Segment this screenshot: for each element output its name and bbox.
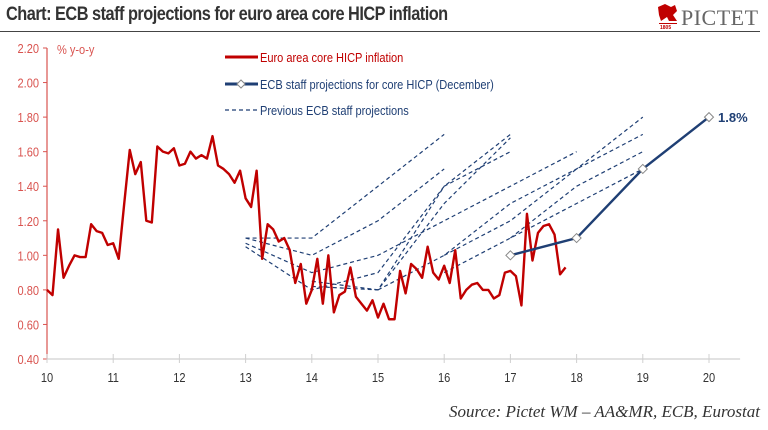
x-tick-label: 18 [570, 370, 583, 385]
previous-projection-line [311, 137, 511, 291]
y-tick-label: 2.20 [18, 41, 40, 56]
previous-projection-line [245, 151, 577, 274]
legend-label: Euro area core HICP inflation [260, 50, 403, 65]
y-tick-label: 1.60 [18, 145, 40, 160]
y-tick-label: 1.80 [18, 110, 40, 125]
source-note: Source: Pictet WM – AA&MR, ECB, Eurostat [449, 402, 760, 421]
legend-label: Previous ECB staff projections [260, 103, 409, 118]
y-tick-label: 0.60 [18, 318, 40, 333]
previous-projection-line [311, 151, 511, 291]
previous-projection-line [245, 133, 445, 239]
title-divider [0, 31, 760, 32]
y-tick-label: 2.00 [18, 76, 40, 91]
x-tick-label: 14 [306, 370, 319, 385]
x-tick-label: 16 [438, 370, 451, 385]
y-tick-label: 1.20 [18, 214, 40, 229]
x-tick-label: 12 [173, 370, 186, 385]
y-tick-label: 0.40 [18, 352, 40, 367]
chart-title: Chart: ECB staff projections for euro ar… [6, 4, 448, 25]
lion-crest-icon: 1805 [658, 4, 677, 30]
legend: Euro area core HICP inflation ECB staff p… [225, 50, 494, 118]
previous-projection-line [443, 168, 644, 274]
core-hicp-line [46, 134, 567, 321]
x-tick-label: 11 [107, 370, 119, 385]
legend-label: ECB staff projections for core HICP (Dec… [260, 77, 494, 92]
pictet-logo: 1805 PICTET [655, 3, 765, 30]
y-axis-label: % y-o-y [57, 42, 94, 57]
projection-marker [571, 232, 582, 244]
y-tick-label: 0.80 [18, 283, 40, 298]
x-tick-label: 13 [239, 370, 252, 385]
annotation-label: 1.8% [718, 110, 748, 125]
svg-text:1805: 1805 [660, 25, 671, 30]
previous-projection-line [245, 168, 445, 256]
projection-marker [637, 163, 649, 175]
projection-marker [505, 250, 516, 261]
y-tick-label: 1.00 [18, 248, 40, 263]
projection-marker [703, 111, 715, 123]
x-tick-label: 19 [637, 370, 650, 385]
x-tick-label: 17 [504, 370, 517, 385]
previous-projection-line [377, 116, 644, 291]
previous-projection-line [510, 151, 644, 239]
y-tick-label: 1.40 [18, 179, 40, 194]
x-tick-label: 10 [41, 370, 54, 385]
december-projection-line [510, 116, 710, 257]
previous-projection-line [245, 133, 511, 291]
legend-marker [236, 79, 246, 89]
previous-projection-line [443, 133, 644, 256]
x-tick-label: 20 [703, 370, 716, 385]
x-tick-label: 15 [372, 370, 385, 385]
